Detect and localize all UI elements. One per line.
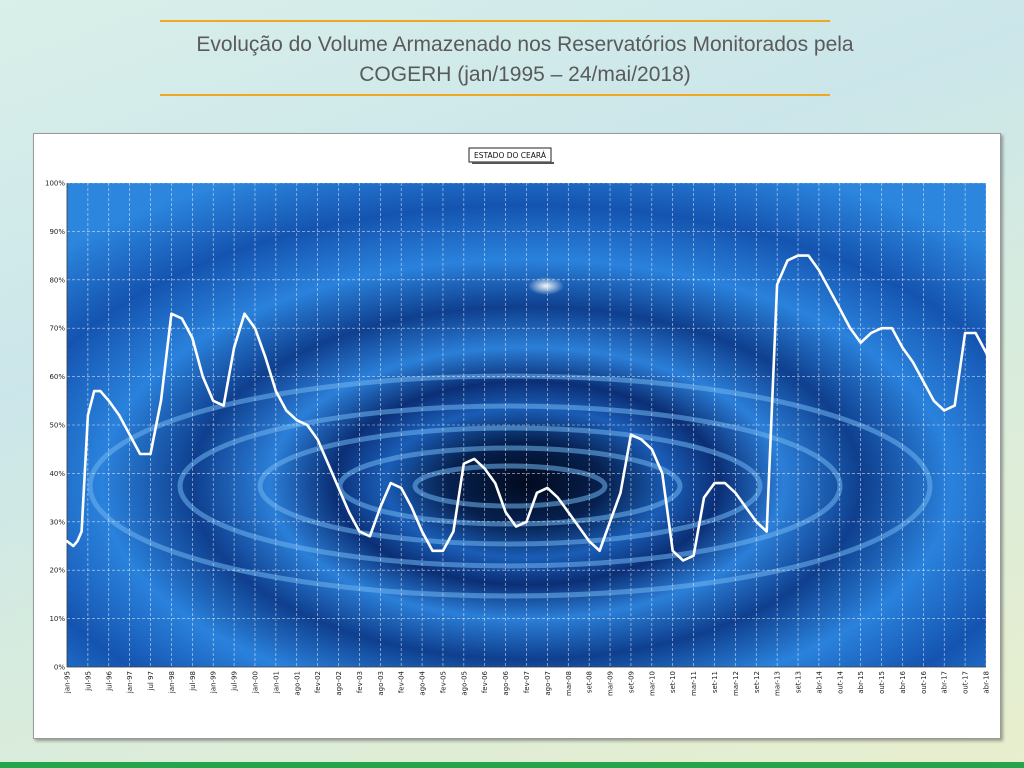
y-tick-label: 70%	[49, 325, 65, 333]
y-tick-label: 80%	[49, 276, 65, 284]
y-tick-label: 40%	[49, 470, 65, 478]
x-tick-label: jul 97	[147, 671, 155, 691]
x-tick-label: ago-03	[377, 671, 385, 696]
x-tick-label: fev-04	[398, 670, 406, 693]
x-tick-label: out-16	[920, 670, 928, 693]
footer-accent-bar	[0, 762, 1024, 768]
y-tick-label: 100%	[45, 180, 65, 188]
ripple-ring	[257, 425, 763, 547]
chart-frame: 100% 90% 80% 70% 60% 50% 40% 30% 20% 10% 0% jan-95…	[33, 133, 1001, 739]
x-tick-label: abr-16	[899, 670, 907, 693]
x-tick-label: fev-02	[314, 671, 322, 693]
x-tick-label: jul-98	[189, 671, 197, 692]
x-tick-label: jan-95	[64, 671, 72, 694]
ripple-ring	[87, 373, 933, 599]
y-tick-label: 30%	[49, 518, 65, 526]
x-tick-label: set-11	[711, 671, 719, 693]
x-tick-label: abr-14	[815, 670, 823, 693]
x-tick-label: fev-05	[439, 671, 447, 693]
x-tick-label: mar-10	[648, 671, 656, 696]
ripple-ring	[412, 463, 608, 509]
x-tick-label: jan-99	[210, 671, 218, 694]
x-tick-label: ago-01	[293, 671, 301, 696]
chart-title: ESTADO DO CEARÁ	[474, 151, 547, 160]
x-tick-label: out-15	[878, 671, 886, 694]
title-rule-bottom	[160, 94, 830, 96]
x-tick-label: ago-02	[335, 671, 343, 696]
series-line	[65, 254, 1000, 562]
title-rule-top	[160, 20, 830, 22]
x-tick-label: fev-03	[356, 671, 364, 693]
x-tick-label: jul-95	[84, 671, 92, 692]
x-tick-label: jan-98	[168, 671, 176, 694]
x-tick-label: mar-13	[774, 671, 782, 696]
x-tick-label: ago-05	[460, 671, 468, 696]
grid-lines	[66, 182, 987, 668]
y-tick-label: 10%	[49, 615, 65, 623]
x-tick-label: jan-01	[272, 671, 280, 694]
x-tick-label: mar-09	[607, 671, 615, 696]
x-tick-label: set-09	[627, 671, 635, 693]
title-line-2: COGERH (jan/1995 – 24/mai/2018)	[359, 63, 691, 86]
x-tick-label: abr-18	[983, 671, 991, 694]
x-tick-label: fev-07	[523, 671, 531, 693]
volume-chart: 100% 90% 80% 70% 60% 50% 40% 30% 20% 10% 0% jan-95…	[45, 147, 1000, 696]
x-tick-label: set-13	[795, 671, 803, 693]
page-title: Evolução do Volume Armazenado nos Reserv…	[100, 30, 950, 90]
chart-title-box: ESTADO DO CEARÁ	[468, 147, 554, 164]
x-tick-label: out-14	[836, 670, 844, 693]
y-tick-label: 60%	[49, 373, 65, 381]
x-tick-label: abr-17	[941, 671, 949, 694]
x-tick-label: jul-96	[105, 670, 113, 691]
x-tick-label: jul-99	[231, 671, 239, 692]
x-tick-label: ago-04	[419, 670, 427, 695]
x-tick-label: set-08	[586, 671, 594, 693]
x-tick-label: out-17	[962, 671, 970, 694]
y-tick-label: 20%	[49, 567, 65, 575]
x-tick-label: fev-06	[481, 670, 489, 693]
x-tick-label: mar-11	[690, 671, 698, 696]
ripple-ring	[337, 445, 683, 527]
x-tick-label: mar-08	[565, 671, 573, 696]
x-tick-label: jan-97	[126, 671, 134, 694]
y-tick-label: 90%	[49, 228, 65, 236]
x-tick-label: jan-00	[251, 671, 259, 694]
x-tick-label: set-10	[669, 671, 677, 693]
y-tick-label: 50%	[49, 422, 65, 430]
ripple-ring	[177, 403, 843, 569]
x-tick-label: ago-06	[502, 670, 510, 695]
water-drop	[528, 277, 564, 295]
y-axis-ticks: 100% 90% 80% 70% 60% 50% 40% 30% 20% 10% 0%	[45, 180, 65, 672]
x-tick-label: abr-15	[857, 671, 865, 694]
x-axis-ticks: jan-95 jul-95 jul-96 jan-97 jul 97 jan-98 jul-…	[64, 670, 991, 696]
x-tick-label: set-12	[753, 671, 761, 693]
x-tick-label: ago-07	[544, 671, 552, 696]
title-line-1: Evolução do Volume Armazenado nos Reserv…	[196, 33, 854, 56]
y-tick-label: 0%	[54, 664, 65, 672]
x-tick-label: mar-12	[732, 671, 740, 696]
